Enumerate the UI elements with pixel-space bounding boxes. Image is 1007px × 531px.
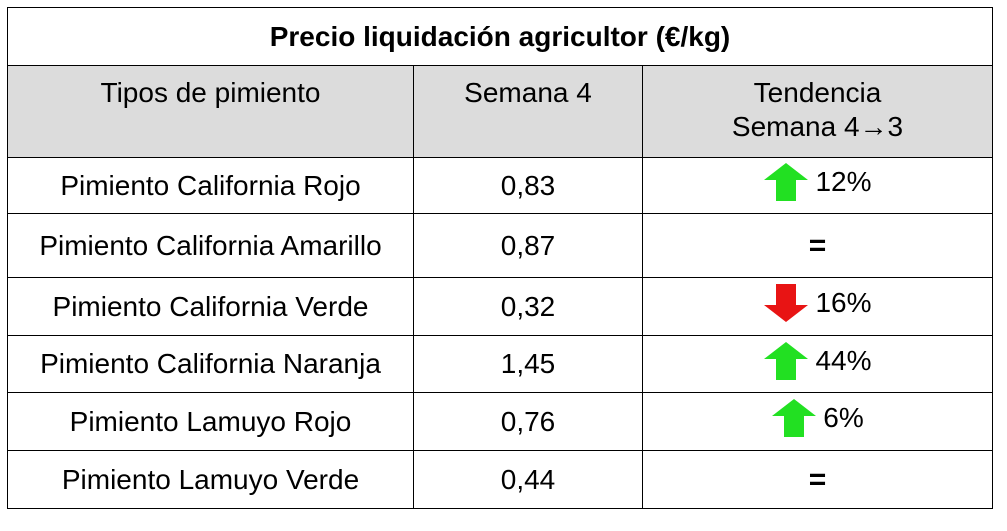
table-row: Pimiento Lamuyo Rojo 0,76 6% <box>7 392 993 451</box>
price-cell: 0,32 <box>413 277 643 336</box>
header-trend-line1: Tendencia <box>753 77 882 108</box>
table-title: Precio liquidación agricultor (€/kg) <box>7 7 993 66</box>
price-cell: 0,44 <box>413 450 643 509</box>
pepper-type-cell: Pimiento California Rojo <box>7 157 414 214</box>
pepper-type-cell: Pimiento Lamuyo Rojo <box>7 392 414 451</box>
price-cell: 0,83 <box>413 157 643 214</box>
trend-cell: 44% <box>642 335 993 393</box>
pepper-type-cell: Pimiento California Verde <box>7 277 414 336</box>
equal-symbol: = <box>808 228 827 262</box>
table-row: Pimiento California Verde 0,32 16% <box>7 277 993 336</box>
header-pepper-type: Tipos de pimiento <box>7 65 414 158</box>
price-cell: 0,76 <box>413 392 643 451</box>
trend-indicator: 44% <box>763 341 872 381</box>
pepper-type-cell: Pimiento California Amarillo <box>7 213 414 278</box>
arrow-up-icon <box>764 341 809 380</box>
arrow-down-icon <box>764 284 809 322</box>
trend-percentage: 44% <box>815 344 872 376</box>
trend-indicator: 12% <box>763 162 872 202</box>
price-cell: 1,45 <box>413 335 643 393</box>
arrow-up-icon <box>764 163 809 201</box>
trend-indicator: 16% <box>763 283 872 323</box>
table-row: Pimiento California Rojo 0,83 12% <box>7 157 993 214</box>
pepper-type-cell: Pimiento California Naranja <box>7 335 414 393</box>
trend-indicator: 6% <box>771 398 864 438</box>
header-week: Semana 4 <box>413 65 643 158</box>
table-row: Pimiento Lamuyo Verde 0,44 = <box>7 450 993 509</box>
trend-percentage: 16% <box>815 287 872 318</box>
trend-indicator: = <box>809 463 827 497</box>
header-trend-line2: Semana 4→3 <box>731 111 904 142</box>
trend-cell: 12% <box>642 157 993 214</box>
header-trend: Tendencia Semana 4→3 <box>642 65 993 158</box>
arrow-up-icon <box>772 399 817 437</box>
trend-cell: 6% <box>642 392 993 451</box>
price-table: Precio liquidación agricultor (€/kg) Tip… <box>7 7 993 509</box>
trend-percentage: 12% <box>815 166 872 197</box>
table-row: Pimiento California Amarillo 0,87 = <box>7 213 993 278</box>
trend-cell: = <box>642 213 993 278</box>
trend-percentage: 6% <box>823 402 864 433</box>
trend-cell: 16% <box>642 277 993 336</box>
trend-cell: = <box>642 450 993 509</box>
trend-indicator: = <box>809 229 827 263</box>
pepper-type-cell: Pimiento Lamuyo Verde <box>7 450 414 509</box>
equal-symbol: = <box>808 462 827 496</box>
price-cell: 0,87 <box>413 213 643 278</box>
table-row: Pimiento California Naranja 1,45 44% <box>7 335 993 393</box>
